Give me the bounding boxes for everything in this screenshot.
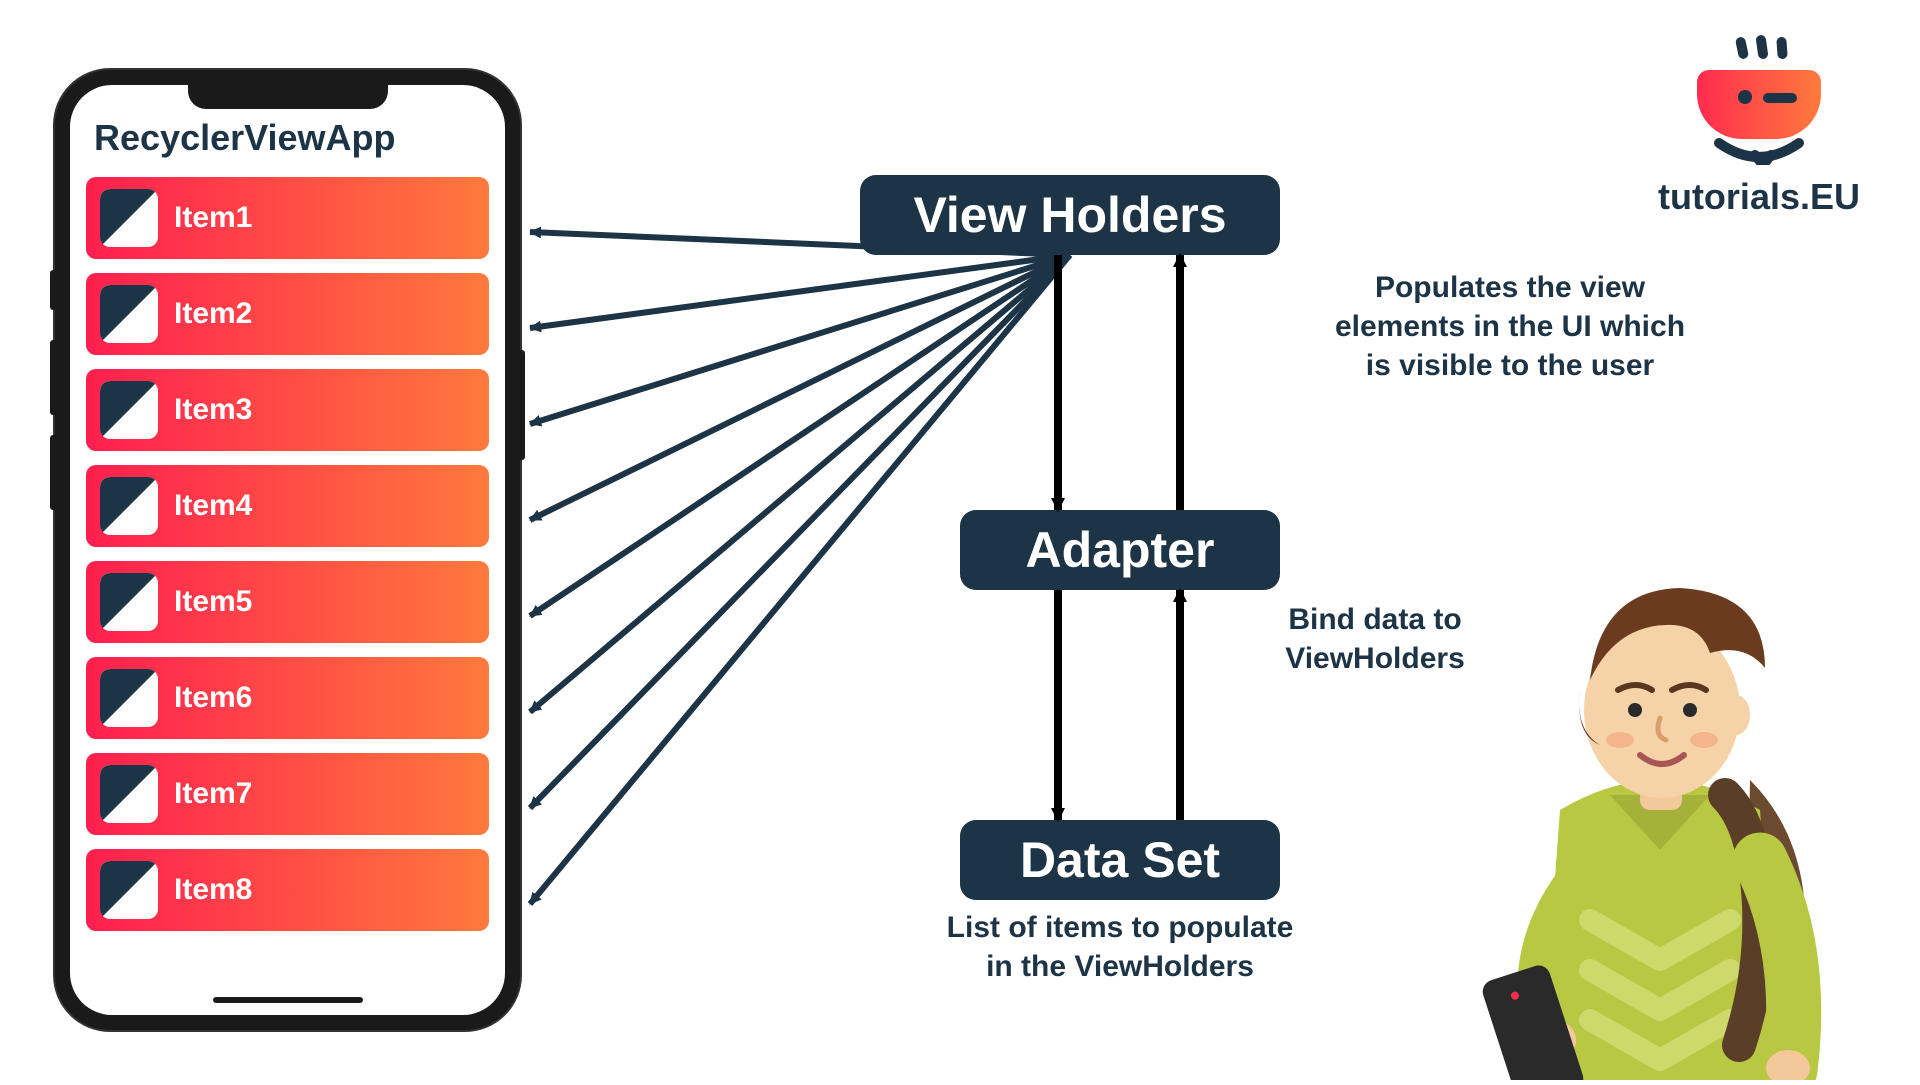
list-item-label: Item8 — [174, 873, 252, 907]
list-item[interactable]: Item4 — [86, 465, 489, 547]
list-item-icon — [100, 765, 158, 823]
phone-screen: RecyclerViewApp Item1Item2Item3Item4Item… — [70, 85, 505, 1015]
app-title: RecyclerViewApp — [94, 117, 493, 159]
list-item-label: Item6 — [174, 681, 252, 715]
logo-text: tutorials.EU — [1658, 176, 1860, 218]
list-item-label: Item3 — [174, 393, 252, 427]
list-item-label: Item5 — [174, 585, 252, 619]
list-item-icon — [100, 669, 158, 727]
phone-home-indicator — [213, 997, 363, 1003]
list-item-label: Item2 — [174, 297, 252, 331]
brand-logo: tutorials.EU — [1658, 35, 1860, 218]
phone-power-button — [520, 350, 525, 460]
phone-mute-switch — [50, 270, 55, 310]
list-item-icon — [100, 285, 158, 343]
list-item-icon — [100, 573, 158, 631]
phone-volume-up — [50, 340, 55, 415]
node-label: View Holders — [913, 186, 1226, 244]
list-item-label: Item4 — [174, 489, 252, 523]
list-item[interactable]: Item6 — [86, 657, 489, 739]
list-item-icon — [100, 477, 158, 535]
node-label: Data Set — [1020, 831, 1220, 889]
logo-icon — [1659, 35, 1859, 165]
phone-frame: RecyclerViewApp Item1Item2Item3Item4Item… — [55, 70, 520, 1030]
phone-volume-down — [50, 435, 55, 510]
desc-data-set: List of items to populatein the ViewHold… — [870, 908, 1370, 986]
node-data-set: Data Set — [960, 820, 1280, 900]
list-item-icon — [100, 189, 158, 247]
list-item-icon — [100, 381, 158, 439]
node-adapter: Adapter — [960, 510, 1280, 590]
list-item[interactable]: Item7 — [86, 753, 489, 835]
phone-notch — [188, 85, 388, 109]
list-item[interactable]: Item5 — [86, 561, 489, 643]
list-item[interactable]: Item3 — [86, 369, 489, 451]
node-label: Adapter — [1026, 521, 1215, 579]
list-item[interactable]: Item2 — [86, 273, 489, 355]
list-item[interactable]: Item1 — [86, 177, 489, 259]
list-item-label: Item1 — [174, 201, 252, 235]
desc-view-holders: Populates the viewelements in the UI whi… — [1290, 268, 1730, 385]
node-view-holders: View Holders — [860, 175, 1280, 255]
list-item[interactable]: Item8 — [86, 849, 489, 931]
character-illustration — [1440, 560, 1880, 1080]
recycler-list: Item1 Item2 Item3 Item4 Item5 Item6 Item7 Item8 — [82, 177, 493, 931]
list-item-label: Item7 — [174, 777, 252, 811]
list-item-icon — [100, 861, 158, 919]
